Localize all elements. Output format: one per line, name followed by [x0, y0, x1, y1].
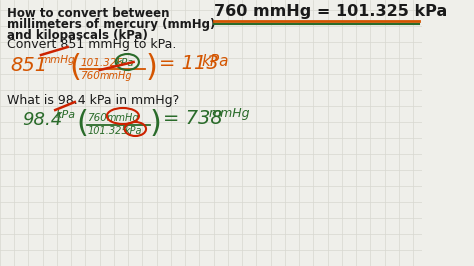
- Text: kPa: kPa: [201, 54, 229, 69]
- Text: kPa: kPa: [125, 126, 142, 136]
- Text: 760: 760: [80, 71, 100, 81]
- Text: kPa: kPa: [55, 110, 75, 120]
- Text: Convert 851 mmHg to kPa.: Convert 851 mmHg to kPa.: [7, 38, 176, 51]
- Text: millimeters of mercury (mmHg): millimeters of mercury (mmHg): [7, 18, 216, 31]
- Text: What is 98.4 kPa in mmHg?: What is 98.4 kPa in mmHg?: [7, 94, 179, 107]
- Text: and kilopascals (kPa): and kilopascals (kPa): [7, 29, 148, 42]
- Text: 101.325: 101.325: [80, 58, 123, 68]
- Text: 760: 760: [87, 113, 107, 123]
- Text: = 738: = 738: [163, 109, 223, 128]
- Text: = 113: = 113: [158, 54, 218, 73]
- Text: mmHg: mmHg: [41, 55, 75, 65]
- Text: 98.4: 98.4: [22, 111, 63, 129]
- Text: (: (: [70, 53, 82, 82]
- Text: ): ): [150, 109, 162, 138]
- Text: 101.325: 101.325: [87, 126, 128, 136]
- Text: ): ): [145, 53, 157, 82]
- Text: mmHg: mmHg: [100, 71, 132, 81]
- Text: mmHg: mmHg: [107, 113, 139, 123]
- Text: 760 mmHg = 101.325 kPa: 760 mmHg = 101.325 kPa: [214, 4, 447, 19]
- Text: (: (: [77, 109, 89, 138]
- Text: mmHg: mmHg: [209, 107, 250, 120]
- Text: kPa: kPa: [116, 58, 135, 68]
- Text: 851: 851: [11, 56, 48, 75]
- Text: How to convert between: How to convert between: [7, 7, 170, 20]
